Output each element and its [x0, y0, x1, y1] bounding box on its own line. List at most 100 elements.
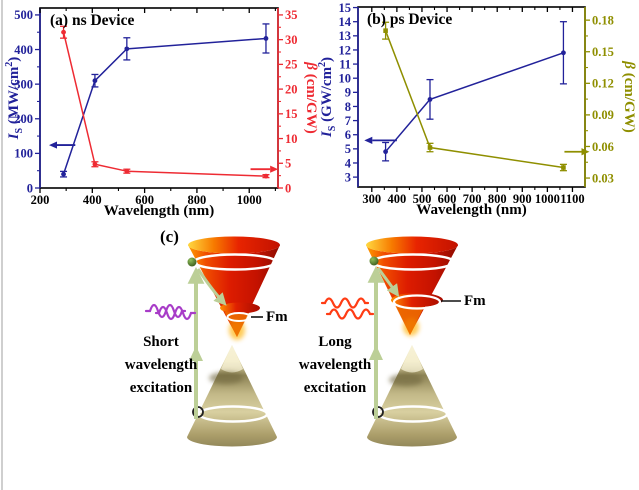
x-axis-label: Wavelength (nm): [416, 202, 526, 218]
relaxation-arrow-icon: [196, 268, 227, 306]
svg-text:400: 400: [388, 192, 407, 206]
axis-pointer-arrow: [250, 165, 279, 173]
photon-long-wavelength-icon: [320, 297, 375, 320]
electron-icon: [369, 256, 379, 266]
svg-text:200: 200: [14, 112, 33, 126]
svg-text:800: 800: [188, 193, 207, 207]
svg-text:0: 0: [285, 181, 291, 195]
svg-text:5: 5: [345, 142, 351, 156]
svg-text:800: 800: [488, 192, 507, 206]
svg-text:600: 600: [135, 193, 154, 207]
svg-text:0.03: 0.03: [592, 171, 614, 185]
valence-cone: [187, 345, 277, 447]
svg-text:9: 9: [345, 86, 351, 100]
electron-icon: [187, 257, 197, 267]
right-y-axis: 0 5 10 15 20 25 30 35 β (cm/GW): [278, 8, 319, 195]
series-beta-a: [60, 25, 270, 179]
screenshot-edge-line: [1, 0, 3, 490]
dirac-cones-diagram: [144, 236, 461, 447]
svg-text:7: 7: [345, 114, 351, 128]
svg-text:700: 700: [463, 192, 482, 206]
svg-text:500: 500: [14, 8, 33, 22]
svg-text:3: 3: [345, 170, 351, 184]
excitation-arrow-chevron: [369, 345, 383, 360]
panel-title: (a) ns Device: [50, 12, 134, 29]
panel-c-label: (c): [160, 227, 179, 246]
caption-line: excitation: [129, 380, 193, 396]
svg-text:6: 6: [345, 128, 351, 142]
svg-text:0.09: 0.09: [592, 108, 614, 122]
svg-text:12: 12: [339, 43, 352, 57]
svg-text:400: 400: [14, 43, 33, 57]
long-excitation-caption: Long wavelength excitation: [285, 331, 385, 400]
svg-text:0.15: 0.15: [592, 45, 614, 59]
left-y-axis: 0 100 200 300 400 500 IS (MW/cm2): [4, 8, 40, 195]
relaxation-arrow-icon: [376, 267, 400, 298]
svg-text:10: 10: [339, 72, 352, 86]
caption-line: Short: [143, 334, 179, 350]
caption-line: wavelength: [124, 357, 198, 373]
svg-text:15: 15: [285, 107, 298, 121]
plot-frame: [39, 7, 279, 189]
fm-ring: [226, 312, 252, 322]
plot-frame: [357, 6, 586, 188]
svg-text:11: 11: [339, 57, 351, 71]
series-Is-a: [60, 23, 270, 178]
svg-text:1000: 1000: [237, 193, 262, 207]
svg-text:1100: 1100: [560, 192, 584, 206]
x-axis: 200 400 600 800 1000 Wavelength (nm): [31, 8, 276, 219]
series-Is-b: [382, 21, 567, 162]
short-wavelength-cone-group: [144, 236, 280, 447]
x-axis: 300 400 500 600 700 800 900 1000 1100 Wavelength …: [362, 7, 585, 218]
axis-pointer-arrow: [564, 148, 590, 156]
svg-text:500: 500: [413, 192, 432, 206]
chart-b: 300 400 500 600 700 800 900 1000 1100 Wavelength …: [317, 1, 637, 218]
valence-cone: [367, 345, 457, 447]
valence-fermi-ring: [197, 405, 269, 423]
axis-pointer-arrow: [364, 136, 397, 144]
svg-text:100: 100: [14, 147, 33, 161]
svg-text:13: 13: [339, 29, 352, 43]
cone-rim: [188, 236, 280, 254]
svg-text:300: 300: [14, 77, 33, 91]
long-wavelength-cone-group: [320, 236, 461, 447]
right-y-axis: 0.03 0.06 0.09 0.12 0.15 0.18 β (cm/GW): [585, 13, 637, 185]
axis-pointer-arrow: [49, 141, 76, 149]
svg-text:1000: 1000: [535, 192, 560, 206]
panel-title: (b) ps Device: [367, 11, 452, 28]
svg-text:0.12: 0.12: [592, 77, 614, 91]
svg-text:400: 400: [83, 193, 102, 207]
svg-text:0: 0: [27, 181, 33, 195]
caption-line: Long: [318, 334, 352, 350]
fm-label-short: Fm: [266, 309, 288, 325]
cone-ledge: [220, 302, 260, 314]
svg-text:20: 20: [285, 82, 298, 96]
caption-line: wavelength: [298, 357, 372, 373]
left-y-axis-label: IS (GW/cm2): [317, 57, 338, 138]
right-y-axis-label: β (cm/GW): [303, 61, 319, 133]
cone-rim: [366, 236, 458, 254]
fm-label-long: Fm: [464, 293, 486, 309]
svg-text:15: 15: [339, 1, 352, 15]
svg-text:30: 30: [285, 33, 298, 47]
short-excitation-caption: Short wavelength excitation: [111, 331, 211, 400]
svg-text:8: 8: [345, 100, 351, 114]
caption-line: excitation: [303, 380, 367, 396]
svg-text:14: 14: [339, 15, 352, 29]
svg-text:900: 900: [513, 192, 532, 206]
svg-text:0.06: 0.06: [592, 140, 614, 154]
excitation-arrow-chevron: [189, 346, 203, 361]
series-beta-b: [382, 21, 567, 172]
photon-short-wavelength-icon: [144, 303, 197, 321]
x-axis-label: Wavelength (nm): [104, 203, 214, 219]
svg-text:25: 25: [285, 58, 298, 72]
svg-text:300: 300: [362, 192, 381, 206]
right-y-axis-label: β (cm/GW): [621, 60, 637, 132]
fm-ring: [392, 294, 442, 310]
svg-text:0.18: 0.18: [592, 13, 614, 27]
